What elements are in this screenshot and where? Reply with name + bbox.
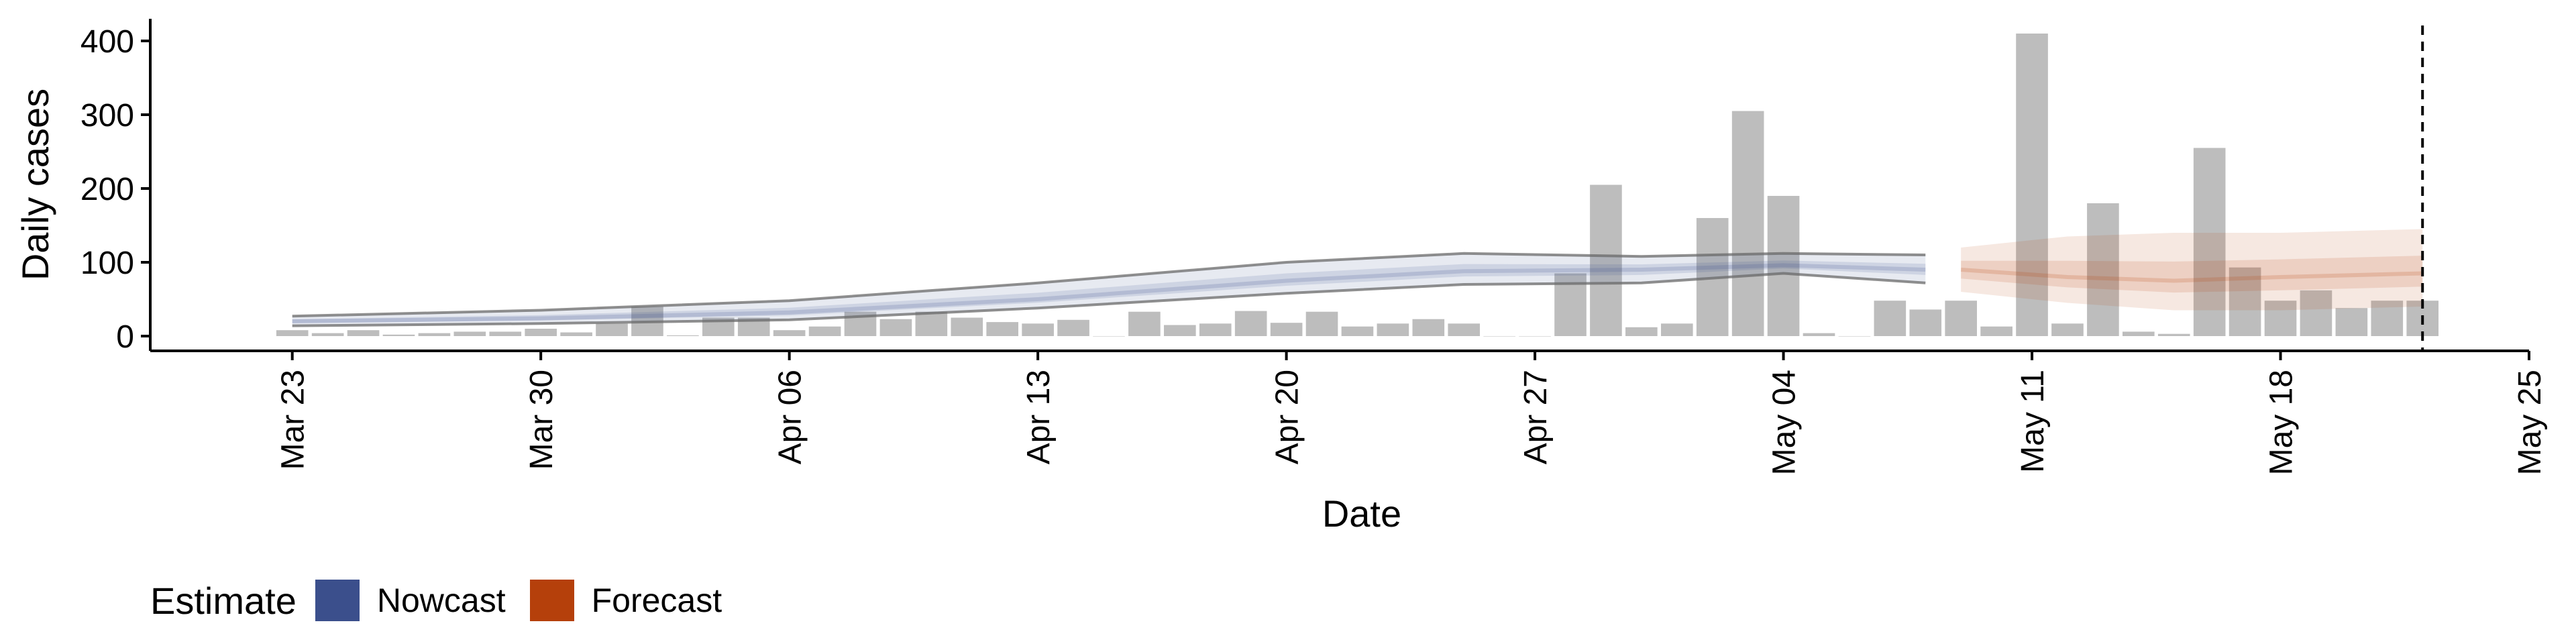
bar (1519, 336, 1551, 337)
x-tick-label: Apr 20 (1270, 370, 1305, 464)
y-tick-label: 100 (80, 246, 134, 281)
bar (347, 330, 380, 336)
bar (1164, 325, 1196, 336)
bar (2335, 308, 2368, 336)
bar (1980, 326, 2012, 336)
legend-item-forecast: Forecast (529, 580, 722, 621)
bar (311, 333, 344, 336)
bar (1874, 301, 1907, 336)
bar (951, 317, 983, 336)
bar (773, 330, 806, 336)
bar (596, 323, 628, 336)
bar (1234, 311, 1267, 336)
y-axis-label: Daily cases (14, 89, 56, 280)
x-tick-label: May 18 (2264, 370, 2300, 475)
bar (1341, 326, 1374, 336)
y-tick-label: 200 (80, 172, 134, 207)
bar (2051, 323, 2084, 336)
bar (1199, 323, 1232, 336)
x-tick-label: May 25 (2512, 370, 2548, 475)
bar (986, 322, 1019, 336)
bar (1767, 196, 1800, 336)
bar (1625, 327, 1658, 336)
bar (1660, 323, 1693, 336)
bar (667, 335, 699, 336)
bar (1909, 309, 1942, 336)
forecast-inner-band (1961, 256, 2423, 293)
legend-swatch-forecast (529, 580, 574, 621)
bar (1483, 336, 1515, 337)
bar (2193, 148, 2226, 336)
bar (1377, 323, 1409, 336)
bar (1803, 333, 1835, 336)
x-tick-label: Mar 23 (276, 370, 311, 470)
y-tick-label: 0 (116, 319, 134, 355)
legend-item-nowcast: Nowcast (315, 580, 506, 621)
bar (418, 333, 451, 336)
bar (2123, 331, 2155, 336)
bar (525, 329, 557, 336)
bar (489, 331, 522, 336)
x-tick-label: May 04 (1767, 370, 1803, 475)
bar (1305, 311, 1338, 336)
bar (1945, 301, 1978, 336)
bar (2157, 333, 2190, 336)
x-axis-ticks: Mar 23 Mar 30 Apr 06 Apr 13 Apr 20 Apr 27 May … (276, 351, 2548, 475)
y-tick-label: 400 (80, 24, 134, 60)
legend-title: Estimate (150, 579, 297, 622)
nowcast-lower-line (292, 272, 1926, 327)
bar (1057, 319, 1089, 336)
bar (453, 331, 486, 336)
bar (1731, 111, 1764, 336)
bar (276, 330, 309, 336)
y-axis-ticks: 0 100 200 300 400 (80, 24, 150, 355)
x-tick-label: Apr 13 (1021, 370, 1057, 464)
forecast-ci-band (1961, 229, 2423, 311)
bar (1590, 184, 1622, 336)
plot-area (276, 25, 2439, 351)
bar (382, 334, 415, 336)
bar (1022, 323, 1054, 336)
nowcast-inner-band (292, 260, 1926, 323)
bar (2264, 301, 2297, 336)
bar (2371, 301, 2404, 336)
bar (1448, 323, 1481, 336)
bar (1128, 311, 1161, 336)
bar (2016, 34, 2048, 336)
legend: Estimate Nowcast Forecast (150, 577, 746, 624)
bar (2300, 290, 2332, 336)
bar (1838, 336, 1871, 337)
bar (2087, 203, 2119, 336)
bar (560, 332, 592, 336)
x-axis-label: Date (1322, 492, 1401, 535)
forecast-median-line (1960, 268, 2423, 283)
x-tick-label: Mar 30 (524, 370, 559, 470)
bar (808, 326, 841, 336)
bar (879, 319, 912, 336)
x-tick-label: May 11 (2015, 370, 2051, 473)
bar (915, 311, 948, 336)
bar (1093, 336, 1125, 337)
legend-swatch-nowcast (315, 580, 360, 621)
nowcast-median-line (292, 263, 1926, 323)
bar (1270, 323, 1303, 336)
x-tick-label: Apr 06 (773, 370, 808, 464)
y-tick-label: 300 (80, 98, 134, 133)
bar (1412, 319, 1445, 336)
nowcast-upper-line (292, 252, 1926, 318)
nowcast-ci-band (292, 253, 1926, 326)
legend-label-nowcast: Nowcast (376, 582, 506, 619)
bar (2229, 267, 2261, 336)
x-tick-label: Apr 27 (1518, 370, 1554, 464)
legend-label-forecast: Forecast (591, 582, 722, 619)
